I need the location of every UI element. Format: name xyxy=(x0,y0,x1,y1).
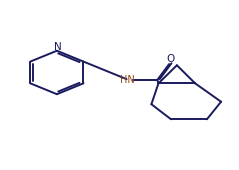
Text: HN: HN xyxy=(120,75,135,85)
Text: O: O xyxy=(166,54,174,64)
Text: N: N xyxy=(54,42,61,52)
